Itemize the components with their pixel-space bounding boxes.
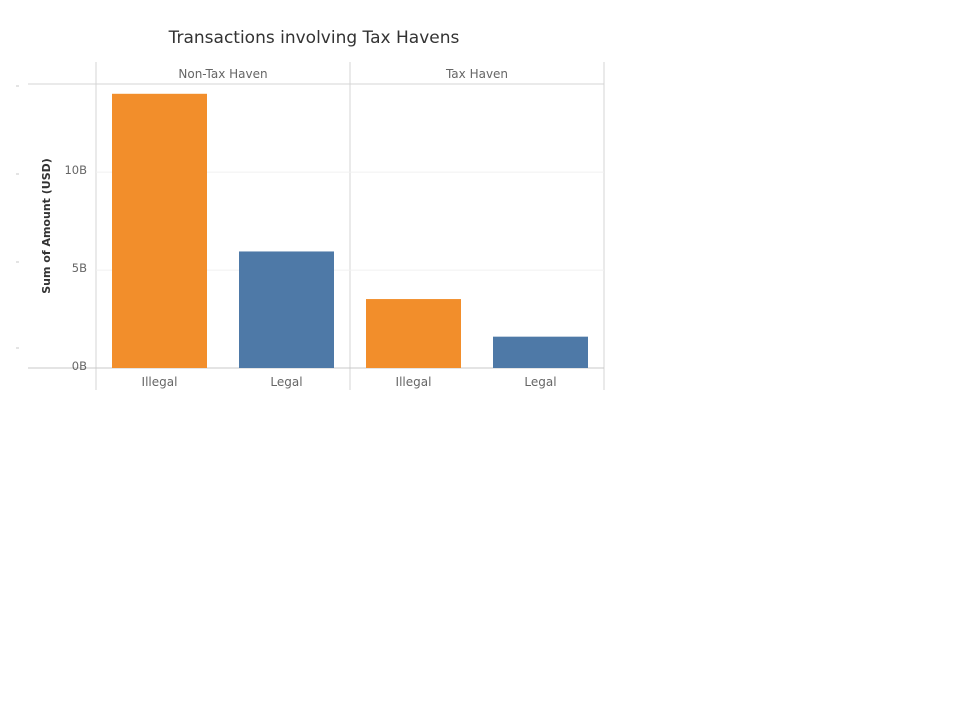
y-axis-ticks: 0B 5B 10B (16, 85, 87, 373)
y-axis-title: Sum of Amount (USD) (40, 158, 53, 294)
panel-headers: Non-Tax Haven Tax Haven (178, 67, 508, 81)
bar (239, 251, 334, 368)
category-labels: Illegal Legal Illegal Legal (142, 375, 557, 389)
bar (366, 299, 461, 368)
x-category-label: Illegal (142, 375, 178, 389)
bar (493, 336, 588, 368)
x-category-label: Illegal (396, 375, 432, 389)
y-tick-label: 0B (72, 359, 87, 373)
x-category-label: Legal (524, 375, 556, 389)
bars (112, 93, 588, 369)
chart-title: Transactions involving Tax Havens (168, 28, 460, 48)
x-category-label: Legal (270, 375, 302, 389)
panel-header: Tax Haven (445, 67, 508, 81)
y-tick-label: 5B (72, 261, 87, 275)
bar (112, 93, 207, 369)
y-tick-label: 10B (64, 163, 87, 177)
panel-header: Non-Tax Haven (178, 67, 267, 81)
